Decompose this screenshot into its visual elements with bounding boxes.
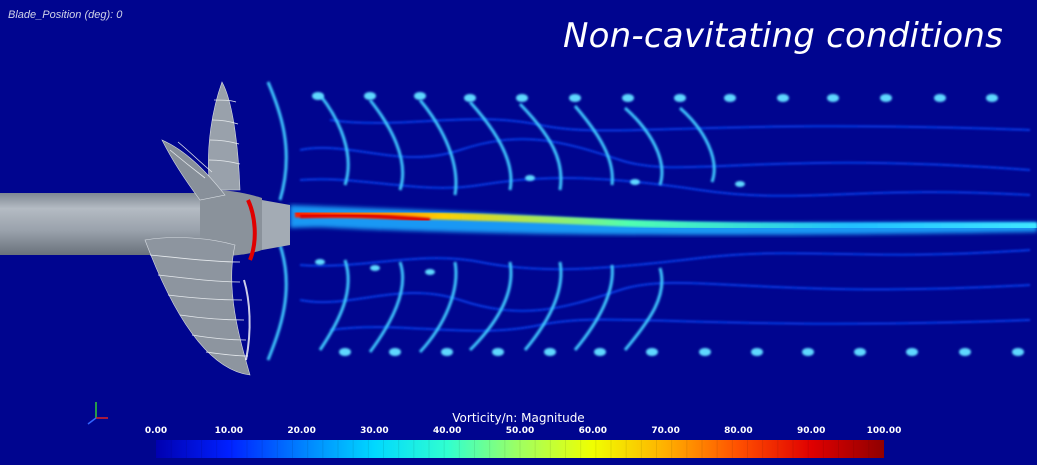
hub-vortex-core	[290, 205, 1037, 235]
legend-tick-label: 30.00	[360, 426, 389, 436]
axis-triad-icon	[87, 402, 108, 425]
page-title: Non-cavitating conditions	[563, 16, 1003, 56]
propeller	[144, 81, 290, 376]
tip-vortex-cores	[312, 92, 1024, 356]
legend-tick-label: 70.00	[651, 426, 680, 436]
legend-tick-label: 80.00	[724, 426, 753, 436]
legend-tick-label: 100.00	[866, 426, 902, 436]
legend-tick-label: 10.00	[214, 426, 244, 436]
legend-tick-label: 90.00	[796, 426, 826, 436]
legend-tick-label: 60.00	[578, 426, 608, 436]
legend-title: Vorticity/n: Magnitude	[452, 411, 585, 425]
legend-tick-label: 50.00	[505, 426, 535, 436]
colorbar-gradient	[156, 440, 884, 458]
legend-tick-label: 0.00	[144, 426, 168, 436]
colorbar	[156, 440, 884, 458]
tip-vortex-arcs	[266, 81, 716, 361]
blade-position-readout: Blade_Position (deg): 0	[8, 9, 123, 21]
legend-tick-label: 40.00	[432, 426, 462, 436]
legend-tick-label: 20.00	[287, 426, 316, 436]
